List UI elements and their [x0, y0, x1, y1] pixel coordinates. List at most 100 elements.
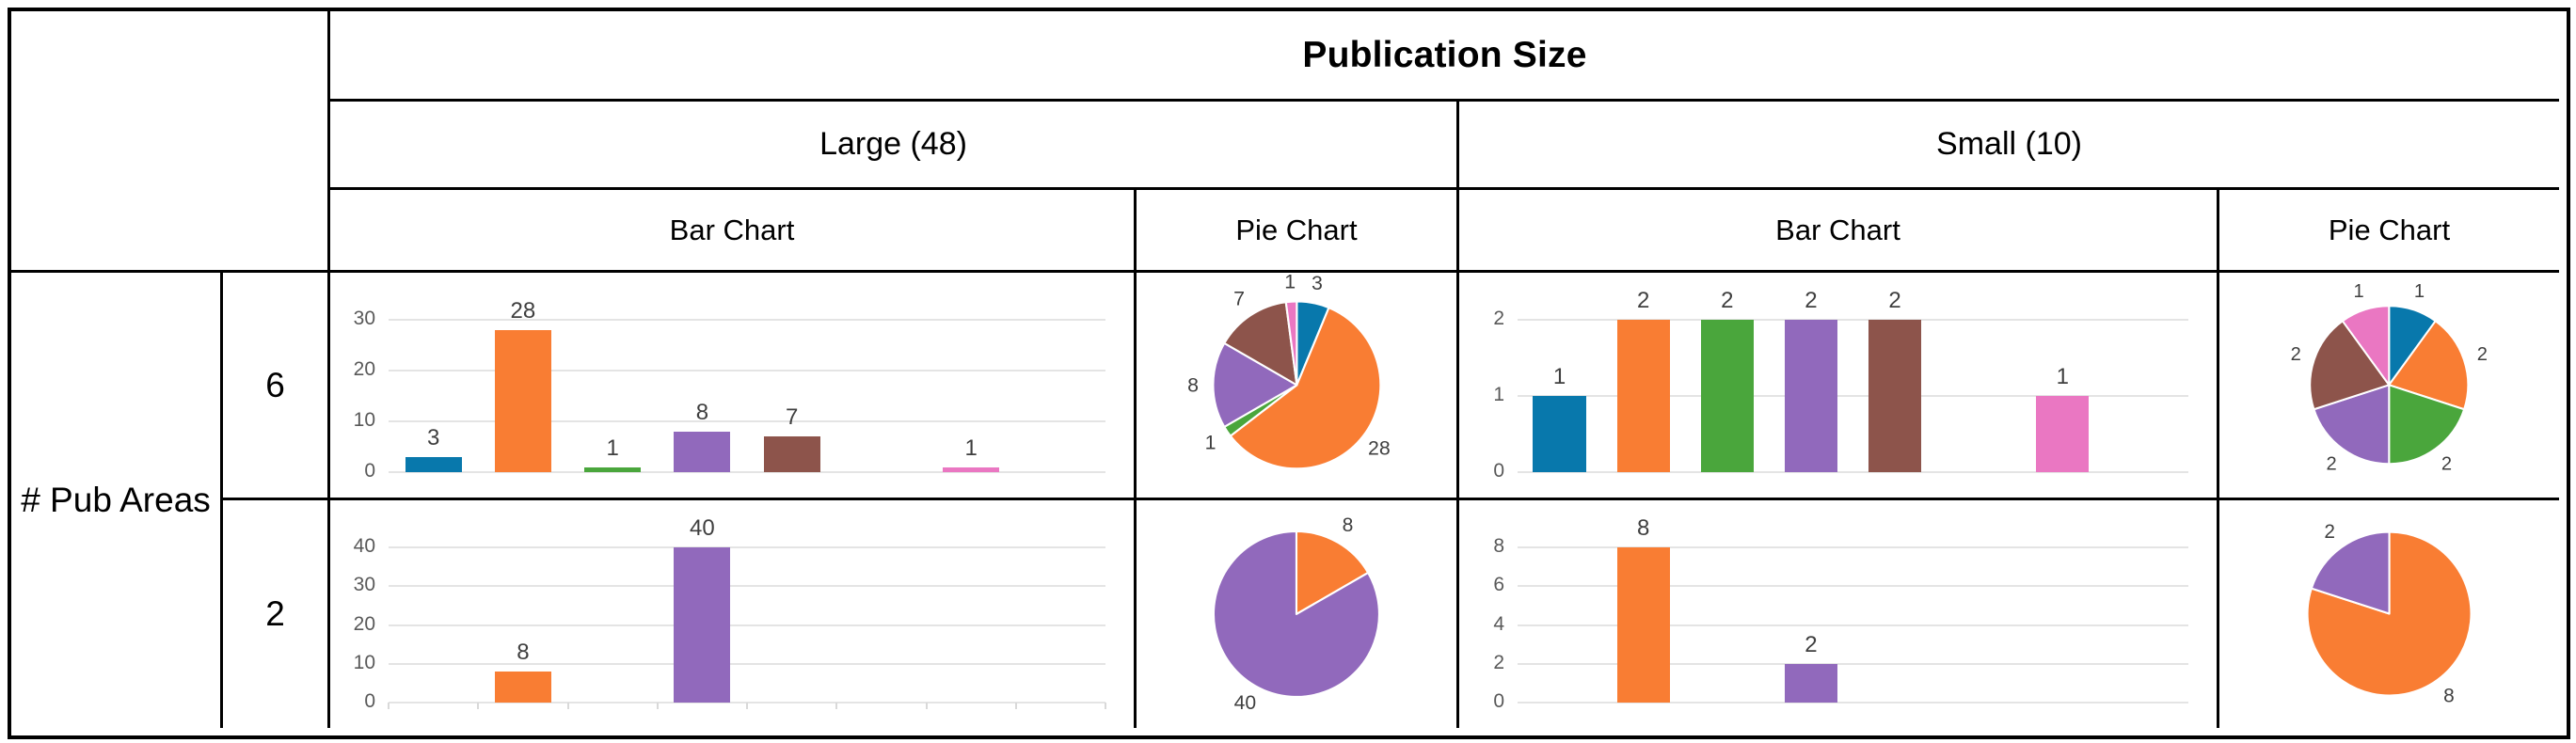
gridline — [389, 624, 1105, 626]
pie-svg: 8 40 — [1212, 514, 1381, 714]
pie-slice-green — [2388, 384, 2466, 466]
bar-purple — [1784, 663, 1837, 703]
y-tick-label: 10 — [353, 409, 375, 431]
pie-slice-pink — [1284, 300, 1298, 387]
cell-pie-small-2: 82 — [2219, 500, 2559, 728]
pie-wrap: 82 — [2219, 500, 2559, 728]
column-group-small: Small (10) — [1459, 102, 2559, 190]
bar-pink — [943, 466, 1000, 472]
pie-slice-label: 2 — [2477, 344, 2488, 365]
bar-value-label: 2 — [1805, 631, 1818, 657]
gridline — [389, 370, 1105, 372]
pie-slice-label: 3 — [1312, 273, 1323, 294]
cell-pie-small-6: 1 2 2 2 2 1 — [2219, 273, 2559, 500]
pie-slice-brown — [1222, 301, 1298, 387]
bar-orange — [1616, 547, 1670, 703]
pie-slice-purple — [1212, 530, 1381, 698]
pie-slice-label: 2 — [2441, 454, 2452, 475]
bar-value-label: 3 — [426, 424, 440, 451]
cell-pie-large-2: 8 40 — [1137, 500, 1459, 728]
bar-orange — [1616, 320, 1670, 472]
bar-pink — [2036, 396, 2090, 472]
pie-slice-label: 1 — [2414, 281, 2425, 302]
pie-svg: 3 28 1 8 7 1 — [1187, 273, 1390, 470]
y-tick-label: 30 — [353, 574, 375, 596]
column-group-large: Large (48) — [330, 102, 1459, 190]
pie-chart-small-2: 82 — [2219, 500, 2559, 728]
bar-blue — [1533, 396, 1586, 472]
gridline — [1518, 546, 2188, 548]
pie-wrap: 3 28 1 8 7 1 — [1137, 273, 1456, 498]
x-tick-mark — [656, 703, 659, 709]
pie-slice-orange — [1295, 530, 1370, 616]
y-tick-label: 2 — [1493, 308, 1504, 329]
corner-empty-cell — [11, 11, 330, 273]
y-tick-label: 0 — [364, 690, 375, 712]
pie-slice-label: 7 — [1233, 288, 1245, 310]
y-tick-label: 6 — [1493, 574, 1504, 596]
bar-value-label: 28 — [510, 297, 536, 324]
y-tick-label: 20 — [353, 612, 375, 635]
bar-value-label: 1 — [606, 435, 619, 461]
cell-bar-small-6: 0 1 2 1 2 2 2 2 1 — [1459, 273, 2219, 500]
gridline — [389, 546, 1105, 548]
header-small-bar-chart: Bar Chart — [1459, 190, 2219, 273]
pie-slice-label: 8 — [1187, 374, 1199, 397]
row-label-2: 2 — [223, 500, 330, 728]
pie-slice-label: 2 — [2291, 344, 2301, 365]
bar-value-label: 2 — [1721, 288, 1734, 313]
pie-slice-orange — [2388, 320, 2470, 411]
pie-slice-label: 1 — [2354, 281, 2364, 302]
header-large-pie-chart: Pie Chart — [1137, 190, 1459, 273]
y-tick-label: 30 — [353, 308, 375, 329]
y-tick-label: 1 — [1493, 384, 1504, 405]
bar-value-label: 1 — [964, 435, 978, 461]
bar-value-label: 8 — [1637, 515, 1650, 541]
gridline — [1518, 624, 2188, 626]
bar-value-label: 2 — [1805, 288, 1818, 313]
pie-slice-purple — [1211, 341, 1298, 429]
pie-slice-brown — [2309, 320, 2391, 411]
pie-slice-purple — [2313, 384, 2391, 466]
x-tick-mark — [1014, 703, 1017, 709]
row-dimension-header: # Pub Areas — [11, 273, 223, 728]
pie-slice-label: 1 — [1284, 273, 1296, 292]
pie-chart-small-6: 1 2 2 2 2 1 — [2219, 273, 2559, 498]
x-tick-mark — [388, 703, 390, 709]
bar-chart-large-2: 0 10 20 30 40 8 40 — [330, 500, 1134, 728]
pie-svg: 82 — [2306, 521, 2473, 707]
y-tick-label: 2 — [1493, 651, 1504, 673]
gridline — [1518, 662, 2188, 665]
cell-bar-large-2: 0 10 20 30 40 8 40 — [330, 500, 1137, 728]
gridline — [389, 585, 1105, 588]
pie-chart-large-6: 3 28 1 8 7 1 — [1137, 273, 1456, 498]
cell-bar-small-2: 0 2 4 6 8 8 2 — [1459, 500, 2219, 728]
table-title: Publication Size — [330, 11, 2559, 102]
pie-wrap: 1 2 2 2 2 1 — [2219, 273, 2559, 498]
pie-slice-label: 8 — [2443, 686, 2455, 707]
header-large-bar-chart: Bar Chart — [330, 190, 1137, 273]
pie-slice-orange — [1229, 307, 1381, 470]
bar-value-label: 1 — [2056, 364, 2069, 389]
cell-pie-large-6: 3 28 1 8 7 1 — [1137, 273, 1459, 500]
pie-slice-label: 2 — [2327, 454, 2337, 475]
pie-slice-label: 8 — [1343, 514, 1354, 536]
publication-size-table: Publication Size Large (48) Small (10) B… — [8, 8, 2570, 739]
y-tick-label: 8 — [1493, 535, 1504, 557]
bar-brown — [1868, 320, 1922, 472]
bar-orange — [494, 329, 551, 472]
gridline — [1518, 471, 2188, 473]
gridline — [1518, 702, 2188, 703]
pie-slice-label: 1 — [1204, 432, 1216, 454]
bar-value-label: 8 — [517, 640, 530, 665]
y-tick-label: 40 — [353, 535, 375, 557]
y-tick-label: 10 — [353, 651, 375, 673]
bar-value-label: 2 — [1888, 288, 1901, 313]
gridline — [389, 471, 1105, 473]
bar-purple — [674, 431, 731, 472]
y-tick-label: 4 — [1493, 612, 1504, 635]
gridline — [1518, 395, 2188, 397]
pie-slice-label: 40 — [1234, 692, 1256, 714]
x-tick-mark — [1105, 703, 1106, 709]
